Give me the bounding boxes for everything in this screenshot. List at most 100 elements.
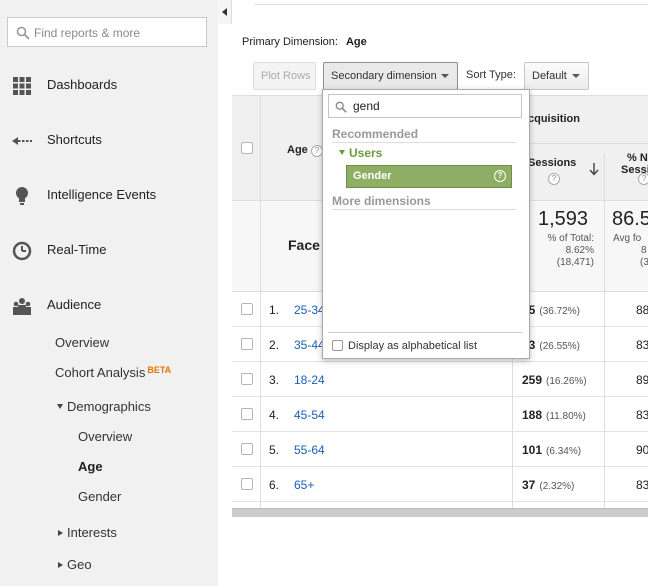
interests-toggle[interactable]: Interests [58, 525, 117, 540]
people-icon [13, 298, 31, 315]
sort-descending-icon[interactable] [589, 163, 599, 176]
dimension-search-input[interactable] [353, 98, 513, 114]
dropdown-arrow-icon [572, 74, 580, 78]
row-sessions: 85(36.72%) [522, 303, 580, 317]
table-row: 3. 18-24 259 (16.26%) 89 [232, 362, 648, 397]
row-sessions: 188 (11.80%) [522, 408, 586, 422]
nav-real-time[interactable]: Real-Time [0, 235, 218, 265]
sessions-value: 188 [522, 408, 543, 422]
total-sessions: 1,593 [538, 208, 589, 230]
primary-dimension: Primary Dimension: Age [242, 36, 367, 48]
age-link[interactable]: 25-34 [294, 303, 325, 317]
segment-name: Face [288, 237, 320, 253]
secondary-dimension-popup: Recommended Users Gender ? More dimensio… [322, 89, 530, 359]
help-icon[interactable]: ? [548, 173, 560, 185]
row-checkbox[interactable] [241, 408, 253, 420]
divider [332, 209, 516, 210]
row-checkbox[interactable] [241, 443, 253, 455]
select-all-checkbox[interactable] [241, 142, 253, 154]
plot-rows-button[interactable]: Plot Rows [253, 62, 316, 90]
gender-option[interactable]: Gender ? [346, 165, 512, 188]
table-row: 5. 55-64 101 (6.34%) 90 [232, 432, 648, 467]
avg-value: 8 [641, 245, 647, 256]
sessions-percent: (11.80%) [546, 411, 586, 422]
age-column-header[interactable]: Age ? [287, 144, 323, 157]
sessions-percent: (2.32%) [539, 481, 575, 492]
row-index: 3. [269, 373, 280, 387]
geo-toggle[interactable]: Geo [58, 557, 92, 572]
divider [328, 332, 522, 333]
row-checkbox[interactable] [241, 478, 253, 490]
sort-type-dropdown[interactable]: Default [524, 62, 589, 90]
help-icon[interactable]: ? [638, 173, 648, 185]
row-index: 5. [269, 443, 280, 457]
nav-shortcuts[interactable]: Shortcuts [0, 125, 218, 155]
age-link[interactable]: 45-54 [294, 408, 325, 422]
alphabetical-checkbox[interactable] [332, 340, 343, 351]
divider [254, 4, 648, 5]
nav-label: Real-Time [47, 242, 107, 257]
row-sessions: 101 (6.34%) [522, 443, 581, 457]
report-search-box[interactable] [7, 17, 207, 47]
more-dimensions-heading[interactable]: More dimensions [332, 194, 431, 208]
chevron-down-icon [57, 404, 63, 409]
sessions-column-header[interactable]: Sessions [528, 157, 577, 169]
nav-label: Audience [47, 297, 102, 312]
age-link[interactable]: 18-24 [294, 373, 325, 387]
row-new-sessions: 83 [636, 408, 648, 422]
acquisition-group-header: cquisition [528, 113, 580, 125]
sessions-value: 37 [522, 478, 536, 492]
of-total-count: (18,471) [556, 257, 594, 268]
sessions-percent: (6.34%) [546, 446, 582, 457]
geo-label: Geo [67, 557, 92, 572]
chevron-right-icon [58, 530, 63, 536]
cohort-analysis-link[interactable]: Cohort Analysis BETA [55, 365, 171, 380]
clock-icon [12, 241, 32, 261]
new-sessions-avg: Avg fo 8 (3 [613, 233, 648, 269]
row-checkbox[interactable] [241, 338, 253, 350]
sidebar-collapse-button[interactable] [218, 0, 232, 24]
nav-dashboards[interactable]: Dashboards [0, 70, 218, 100]
demographics-overview-link[interactable]: Overview [78, 429, 133, 444]
beta-badge: BETA [147, 365, 172, 375]
age-link[interactable]: 55-64 [294, 443, 325, 457]
row-checkbox[interactable] [241, 373, 253, 385]
of-total-pct: 8.62% [565, 245, 594, 256]
interests-label: Interests [67, 525, 117, 540]
primary-dimension-value[interactable]: Age [345, 36, 367, 48]
demographics-toggle[interactable]: Demographics [57, 399, 151, 414]
chevron-right-icon [58, 562, 63, 568]
horizontal-scrollbar[interactable] [232, 508, 648, 517]
sessions-percent: (16.26%) [546, 376, 587, 387]
divider [260, 95, 261, 508]
of-total-label: % of Total: [547, 233, 594, 244]
nav-intelligence-events[interactable]: Intelligence Events [0, 180, 218, 210]
help-icon[interactable]: ? [494, 170, 506, 182]
demographics-gender-link[interactable]: Gender [78, 489, 122, 504]
alphabetical-label: Display as alphabetical list [348, 340, 478, 352]
row-index: 4. [269, 408, 280, 422]
dimension-search-box[interactable] [328, 94, 522, 118]
row-index: 2. [269, 338, 280, 352]
row-new-sessions: 88 [636, 303, 648, 317]
audience-overview-link[interactable]: Overview [55, 335, 110, 350]
alphabetical-list-option[interactable]: Display as alphabetical list [332, 340, 477, 352]
nav-label: Intelligence Events [47, 187, 157, 202]
search-icon [16, 26, 30, 40]
sessions-percent: (26.55%) [539, 341, 580, 352]
avg-label: Avg fo [613, 233, 642, 244]
demographics-label: Demographics [67, 399, 151, 414]
age-link[interactable]: 35-44 [294, 338, 325, 352]
primary-dimension-label: Primary Dimension: [242, 36, 338, 48]
gender-option-label: Gender [353, 170, 392, 182]
demographics-age-link[interactable]: Age [78, 459, 103, 474]
sessions-percent: (36.72%) [539, 306, 580, 317]
report-search-input[interactable] [34, 23, 202, 43]
nav-audience[interactable]: Audience [0, 290, 218, 320]
secondary-dimension-dropdown[interactable]: Secondary dimension [323, 62, 458, 90]
nav-label: Dashboards [47, 77, 118, 92]
row-checkbox[interactable] [241, 303, 253, 315]
age-link[interactable]: 65+ [294, 478, 315, 492]
sidebar: Dashboards Shortcuts Intelligence Events… [0, 0, 218, 586]
users-group-toggle[interactable]: Users [339, 146, 382, 160]
